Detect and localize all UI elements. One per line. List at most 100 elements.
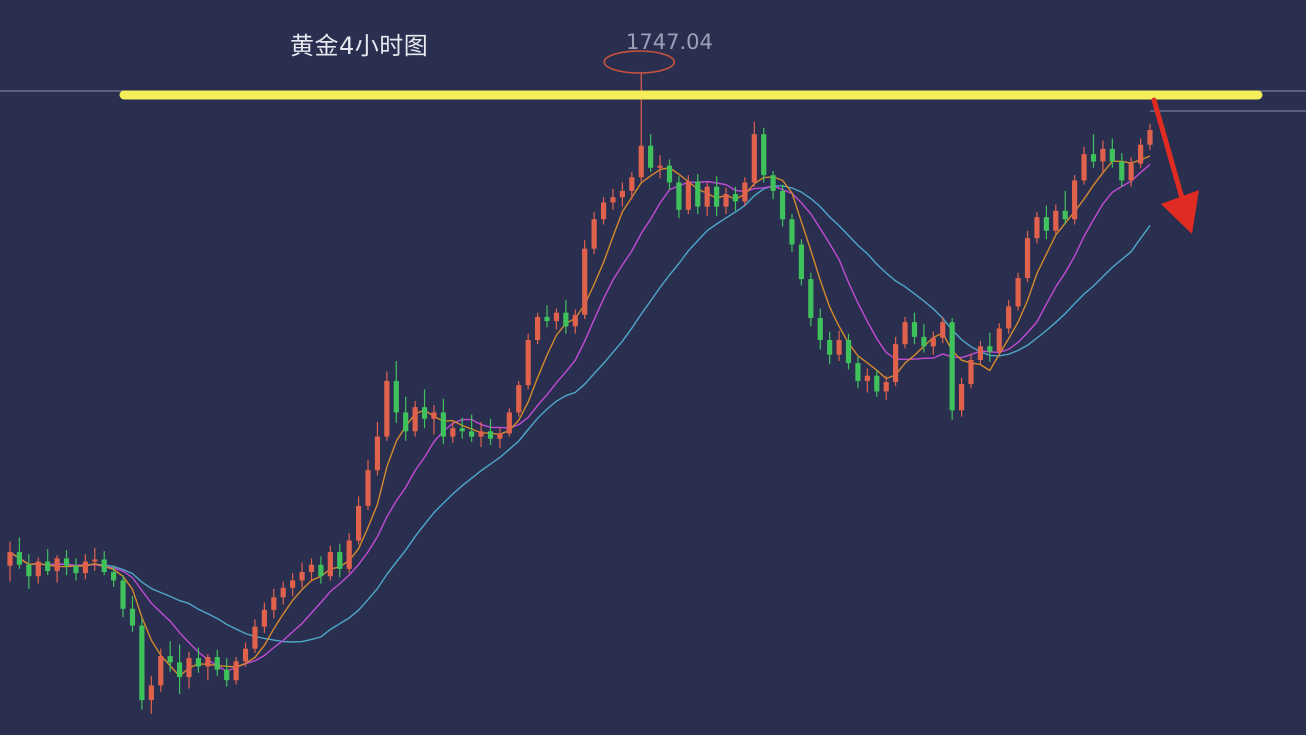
- candle-body: [346, 540, 352, 569]
- candle-body: [214, 657, 220, 670]
- candle: [732, 186, 739, 211]
- candle: [26, 554, 32, 589]
- candle-body: [553, 312, 560, 322]
- candle: [1053, 204, 1059, 234]
- candle: [82, 554, 88, 580]
- candle-body: [798, 244, 804, 280]
- ma-fast-line: [9, 155, 1151, 678]
- candle-body: [176, 662, 183, 678]
- candle: [63, 550, 70, 576]
- candle: [836, 330, 842, 361]
- candle-body: [977, 346, 984, 360]
- candle: [902, 316, 908, 349]
- candle-body: [742, 182, 748, 202]
- candle-body: [271, 597, 277, 610]
- candle: [431, 405, 437, 435]
- candle-body: [16, 552, 23, 565]
- candle-body: [676, 182, 682, 210]
- candle-body: [82, 561, 88, 574]
- candle-body: [54, 558, 60, 571]
- candle-body: [35, 561, 41, 577]
- candle-body: [120, 580, 126, 609]
- candle-body: [1147, 130, 1153, 145]
- candle: [459, 417, 465, 439]
- candle-body: [770, 175, 776, 191]
- candle: [968, 353, 974, 389]
- candle-body: [318, 564, 324, 577]
- candle: [742, 177, 748, 206]
- candle: [619, 182, 625, 207]
- candle-body: [582, 248, 588, 315]
- candle: [252, 619, 258, 653]
- candle: [751, 121, 757, 187]
- candle: [148, 676, 154, 714]
- candle-body: [337, 552, 343, 569]
- candle-body: [1024, 238, 1031, 279]
- candle: [1006, 300, 1012, 334]
- candle-body: [600, 202, 607, 220]
- candle: [318, 556, 324, 584]
- candle-body: [619, 190, 625, 198]
- candle: [855, 356, 861, 389]
- candle: [129, 596, 136, 632]
- candle-body: [911, 322, 918, 337]
- candle-body: [779, 190, 786, 220]
- candle: [205, 653, 211, 681]
- ma-mid-line: [9, 163, 1151, 673]
- candle-body: [478, 431, 484, 437]
- candle-body: [356, 505, 362, 541]
- candle-body: [610, 197, 616, 203]
- candle-body: [940, 322, 946, 338]
- candle: [393, 361, 399, 423]
- candle: [921, 324, 927, 353]
- chart-title: 黄金4小时图: [290, 32, 429, 60]
- candle: [497, 428, 503, 449]
- candle: [1034, 211, 1040, 244]
- candle-body: [921, 336, 927, 347]
- candle-body: [958, 384, 965, 411]
- candle-body: [1081, 154, 1087, 181]
- candle-body: [572, 314, 578, 327]
- candle: [167, 641, 173, 672]
- candle: [356, 496, 362, 545]
- candle: [996, 323, 1002, 355]
- candle: [73, 558, 79, 581]
- candle-body: [648, 145, 654, 168]
- candle-body: [261, 609, 267, 627]
- candle: [365, 459, 371, 511]
- candles: [7, 119, 1153, 714]
- candle-body: [817, 317, 823, 340]
- candle: [290, 573, 296, 597]
- candle: [704, 182, 710, 217]
- candle: [1062, 190, 1068, 225]
- candle-body: [732, 194, 739, 202]
- candle: [299, 562, 305, 588]
- candle-body: [431, 412, 437, 419]
- candle-body: [987, 346, 993, 352]
- candle-body: [591, 219, 597, 249]
- candle: [770, 170, 776, 200]
- candle: [657, 155, 663, 179]
- candle-body: [148, 685, 154, 701]
- candle-body: [374, 436, 381, 471]
- candle: [864, 368, 870, 393]
- candle-body: [930, 337, 936, 347]
- high-marker-ellipse: [603, 50, 676, 74]
- candle: [111, 565, 117, 587]
- candle: [761, 127, 767, 183]
- candle: [440, 398, 446, 444]
- candle-body: [827, 340, 833, 355]
- candle-body: [516, 385, 522, 413]
- candle-body: [290, 580, 296, 588]
- candle-body: [299, 572, 305, 581]
- candle: [987, 332, 993, 363]
- candle: [1015, 272, 1021, 311]
- candle-body: [563, 312, 569, 327]
- candle: [421, 389, 428, 429]
- candle: [958, 377, 965, 417]
- candle-body: [638, 145, 644, 178]
- candle-body: [469, 431, 475, 437]
- candle-body: [7, 552, 13, 566]
- candle: [1128, 157, 1134, 187]
- candle: [45, 548, 51, 576]
